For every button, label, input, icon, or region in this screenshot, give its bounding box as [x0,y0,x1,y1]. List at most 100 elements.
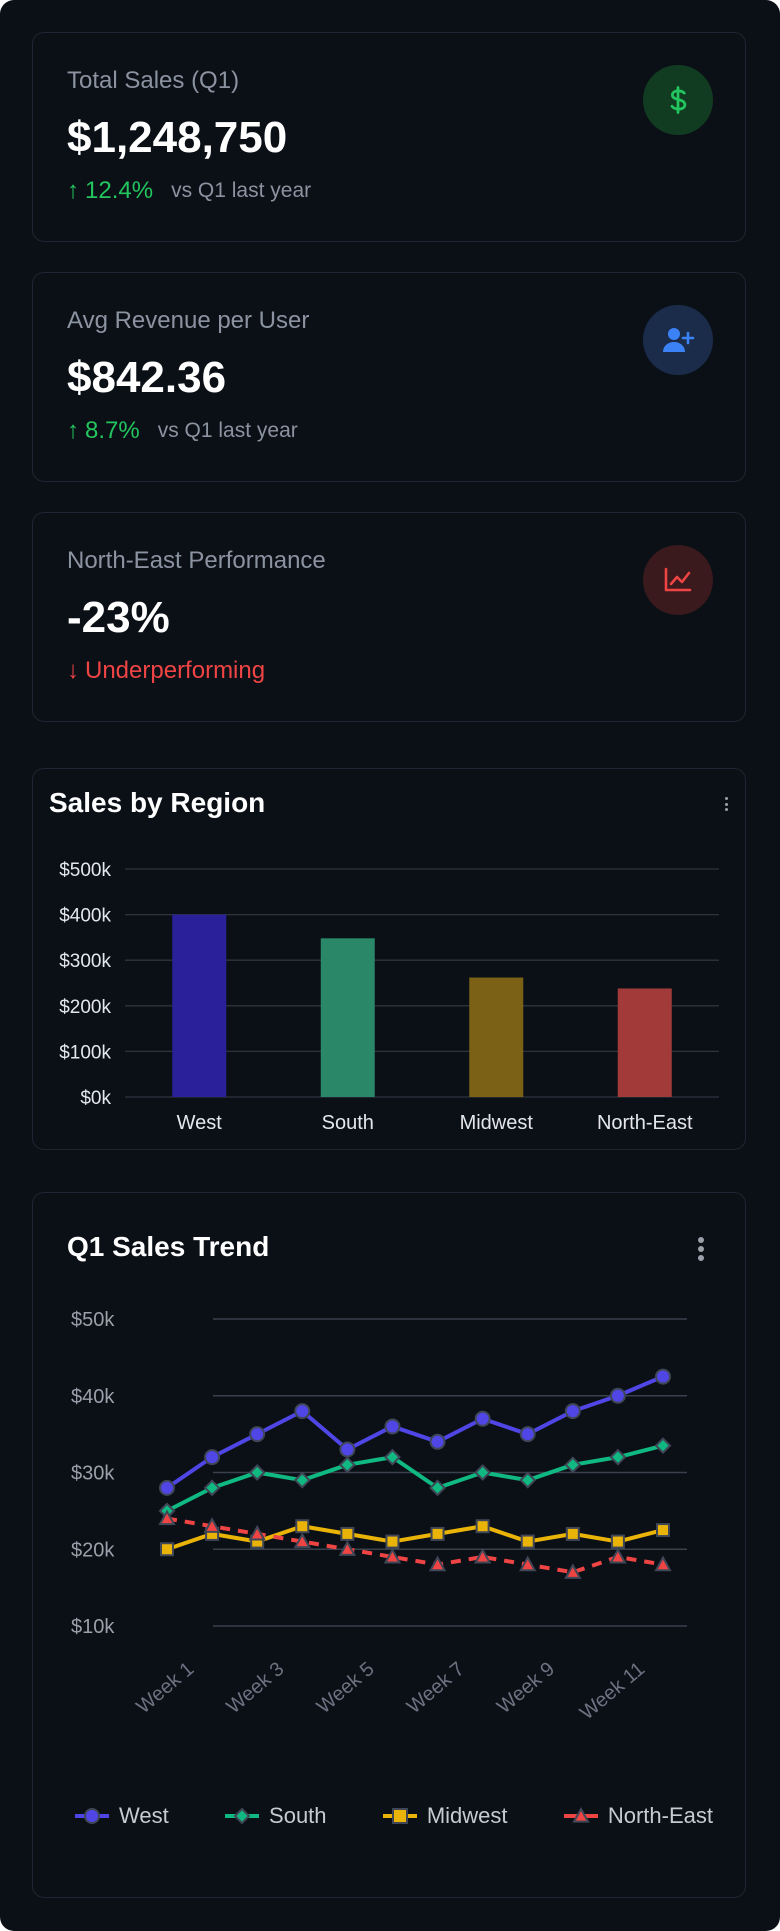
point-north-east [248,1524,266,1541]
point-south [248,1464,266,1481]
point-south [338,1456,356,1474]
point-north-east [428,1555,447,1572]
kpi-card-northeast[interactable]: North-East Performance -23% ↓ Underperfo… [32,512,746,722]
point-midwest [656,1523,670,1538]
x-tick-label: South [322,1112,374,1134]
arrow-up-icon: ↑ [67,177,79,204]
point-north-east [158,1509,176,1526]
point-south [564,1456,582,1474]
point-north-east [203,1517,221,1533]
legend-swatch-icon [75,1808,109,1824]
point-west [159,1479,175,1496]
kpi-card-total-sales[interactable]: Total Sales (Q1) $1,248,750 ↑ 12.4% vs Q… [32,32,746,242]
dollar-icon [643,65,713,135]
point-south [654,1437,672,1455]
point-north-east [293,1532,311,1549]
bar-west [172,914,227,1097]
y-tick-label: $500k [59,860,111,881]
point-midwest [610,1534,625,1549]
point-west [655,1368,671,1385]
line-chart: $10k $20k $30k $40k $50k Week 1 Week 3 Week 5 We… [71,1309,687,1724]
x-tick-label: Week 1 [132,1658,198,1718]
point-west [294,1403,311,1420]
kpi-delta: ↓ Underperforming [67,657,265,685]
point-north-east [473,1547,492,1564]
point-south [609,1448,627,1466]
point-midwest [520,1534,535,1549]
x-tick-label: Week 11 [576,1658,649,1724]
point-south [474,1464,492,1481]
point-south [384,1448,401,1466]
x-tick-label: North-East [597,1112,693,1134]
legend-item[interactable]: South [223,1803,327,1829]
point-south [203,1479,221,1497]
arrow-down-icon: ↓ [67,657,79,684]
legend-item[interactable]: West [73,1803,169,1829]
more-options-icon[interactable] [697,1237,705,1261]
point-midwest [475,1519,490,1534]
x-tick-label: Midwest [460,1112,534,1134]
kpi-delta: ↑ 8.7% vs Q1 last year [67,417,298,445]
point-west [609,1387,626,1404]
point-north-east [519,1555,537,1572]
kpi-delta-value: Underperforming [85,657,266,684]
legend-label: South [269,1803,327,1828]
y-tick-label: $50k [71,1309,115,1331]
point-north-east [383,1547,402,1564]
chart-title: Q1 Sales Trend [67,1231,270,1262]
point-midwest [340,1526,355,1541]
legend-item[interactable]: Midwest [381,1803,508,1829]
x-tick-label: Week 9 [493,1658,559,1718]
bar-south [320,938,375,1097]
legend-marker [391,1808,408,1824]
point-midwest [430,1526,445,1541]
y-tick-label: $20k [71,1539,115,1561]
point-west [204,1449,221,1466]
point-west [384,1418,401,1435]
legend-marker [572,1806,590,1823]
point-west [249,1426,266,1443]
series-line-south [166,1443,664,1513]
point-midwest [565,1526,580,1541]
x-tick-label: Week 5 [313,1658,379,1718]
kpi-comparison: vs Q1 last year [171,179,312,202]
legend-label: West [119,1803,169,1828]
more-options-icon[interactable] [723,797,729,811]
arrow-up-icon: ↑ [67,417,79,444]
kpi-delta-value: 8.7% [85,417,140,444]
kpi-label: North-East Performance [67,547,326,574]
y-tick-label: $100k [59,1042,111,1063]
kpi-label: Total Sales (Q1) [67,67,240,94]
kpi-delta: ↑ 12.4% vs Q1 last year [67,177,311,205]
chart-line-icon [643,545,713,615]
x-tick-label: Week 7 [403,1658,469,1718]
chart-title: Sales by Region [49,787,266,818]
kpi-value: -23% [67,593,170,642]
kpi-card-arpu[interactable]: Avg Revenue per User $842.36 ↑ 8.7% vs Q… [32,272,746,482]
point-midwest [385,1534,400,1549]
legend-item[interactable]: North-East [562,1803,713,1829]
point-north-east [564,1563,582,1579]
point-south [293,1471,311,1489]
series-line-north-east [166,1516,664,1575]
y-tick-label: $0k [80,1088,111,1109]
kpi-delta-value: 12.4% [85,177,154,204]
legend-label: Midwest [426,1803,508,1828]
y-tick-label: $200k [59,997,111,1018]
point-midwest [160,1542,174,1557]
legend-swatch-icon [563,1806,598,1823]
point-midwest [295,1519,310,1534]
legend-marker [233,1807,251,1825]
point-south [429,1479,446,1497]
y-tick-label: $300k [59,951,111,972]
y-tick-label: $10k [71,1616,115,1638]
y-tick-label: $400k [59,906,111,927]
kpi-comparison: vs Q1 last year [157,419,298,442]
x-tick-label: Week 3 [223,1658,289,1718]
kpi-value: $842.36 [67,353,227,402]
legend-swatch-icon [382,1808,417,1824]
point-west [429,1433,446,1450]
point-north-east [338,1540,357,1556]
point-west [519,1426,536,1443]
